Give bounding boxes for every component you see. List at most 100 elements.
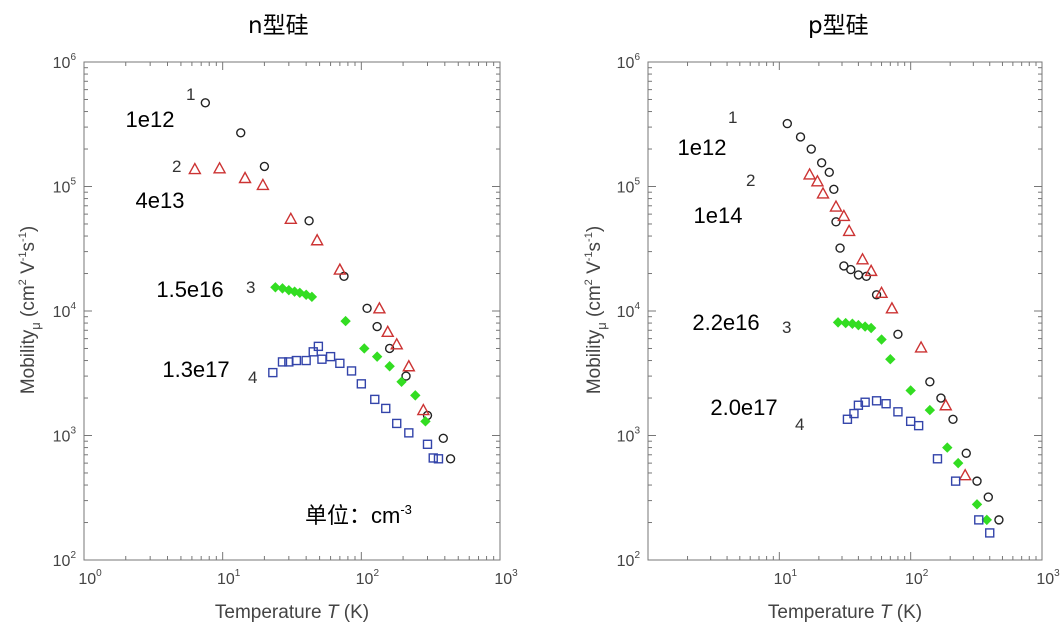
right-panel-title: p型硅 bbox=[808, 13, 869, 39]
data-point-series-2 bbox=[816, 186, 830, 199]
data-point-series-1 bbox=[816, 158, 827, 168]
data-point-series-4 bbox=[881, 399, 891, 409]
data-point-series-3 bbox=[971, 499, 983, 510]
x-tick-label: 103 bbox=[494, 568, 518, 588]
data-point-series-3 bbox=[832, 317, 844, 328]
data-point-series-4 bbox=[370, 394, 380, 405]
data-point-series-4 bbox=[277, 357, 288, 367]
x-tick-label: 101 bbox=[774, 568, 798, 588]
data-point-series-1 bbox=[236, 128, 246, 138]
concentration-label: 1e12 bbox=[126, 107, 175, 132]
data-point-series-2 bbox=[837, 209, 851, 222]
data-point-series-3 bbox=[840, 317, 851, 329]
data-point-series-4 bbox=[381, 403, 391, 414]
data-point-series-2 bbox=[284, 211, 298, 225]
data-point-series-3 bbox=[885, 354, 896, 365]
data-point-series-3 bbox=[853, 319, 864, 331]
concentration-label: 1.5e16 bbox=[156, 277, 223, 302]
data-point-series-3 bbox=[865, 322, 877, 334]
data-point-series-2 bbox=[390, 337, 404, 350]
data-point-series-1 bbox=[806, 144, 816, 154]
data-point-series-2 bbox=[188, 162, 202, 175]
curve-number-label: 2 bbox=[172, 157, 181, 176]
x-tick-label: 100 bbox=[78, 568, 102, 588]
data-point-series-1 bbox=[782, 118, 793, 129]
data-point-series-4 bbox=[932, 454, 943, 464]
data-point-series-3 bbox=[981, 514, 993, 526]
data-point-series-2 bbox=[914, 340, 928, 353]
curve-number-label: 4 bbox=[795, 415, 804, 434]
y-axis-label-text: Mobilityμ (cm2 V-1s-1) bbox=[583, 226, 609, 394]
data-point-series-3 bbox=[359, 343, 370, 354]
data-point-series-2 bbox=[238, 171, 252, 184]
data-point-series-4 bbox=[301, 355, 311, 366]
data-point-series-2 bbox=[829, 199, 843, 212]
curve-number-label: 2 bbox=[746, 171, 755, 190]
data-point-series-3 bbox=[924, 404, 936, 416]
y-tick-label: 104 bbox=[53, 301, 77, 321]
data-point-series-2 bbox=[874, 285, 889, 299]
data-point-series-1 bbox=[259, 161, 270, 172]
x-tick-label: 103 bbox=[1036, 568, 1060, 588]
concentration-label: 1e14 bbox=[694, 203, 743, 228]
data-point-series-4 bbox=[335, 358, 345, 369]
data-point-series-4 bbox=[268, 367, 278, 378]
data-point-series-3 bbox=[420, 416, 431, 427]
data-point-series-1 bbox=[831, 217, 841, 227]
data-point-series-4 bbox=[433, 454, 444, 464]
concentration-label: 2.2e16 bbox=[692, 310, 759, 335]
data-point-series-4 bbox=[313, 341, 324, 352]
data-point-series-4 bbox=[853, 400, 864, 410]
data-point-series-3 bbox=[410, 390, 421, 401]
data-point-series-4 bbox=[356, 379, 367, 389]
data-point-series-1 bbox=[853, 270, 864, 280]
x-axis-label: Temperature T (K) bbox=[768, 602, 922, 623]
data-point-series-3 bbox=[876, 334, 887, 345]
y-tick-label: 103 bbox=[617, 426, 641, 446]
curve-number-label: 1 bbox=[186, 85, 195, 104]
x-axis-label: Temperature T (K) bbox=[215, 602, 369, 623]
data-point-series-1 bbox=[401, 371, 411, 381]
data-point-series-2 bbox=[939, 398, 953, 411]
data-point-series-2 bbox=[381, 324, 395, 338]
data-point-series-1 bbox=[445, 454, 456, 464]
y-tick-label: 105 bbox=[53, 177, 77, 197]
data-point-series-4 bbox=[291, 355, 302, 366]
curve-number-label: 3 bbox=[782, 318, 791, 337]
y-tick-label: 102 bbox=[53, 550, 77, 570]
data-point-series-2 bbox=[802, 167, 817, 180]
curve-number-label: 4 bbox=[248, 368, 257, 387]
data-point-series-1 bbox=[983, 492, 993, 502]
x-tick-label: 101 bbox=[217, 568, 241, 588]
data-point-series-4 bbox=[317, 354, 327, 364]
data-point-series-4 bbox=[428, 453, 438, 463]
data-point-series-2 bbox=[885, 301, 899, 314]
data-point-series-2 bbox=[212, 161, 227, 174]
data-point-series-1 bbox=[372, 321, 382, 332]
concentration-label: 2.0e17 bbox=[710, 395, 777, 420]
data-point-series-1 bbox=[861, 271, 872, 281]
data-point-series-4 bbox=[974, 515, 984, 525]
data-point-series-1 bbox=[994, 515, 1004, 525]
data-point-series-3 bbox=[384, 361, 395, 372]
y-axis-label: Mobilityμ (cm2 V-1s-1) bbox=[17, 226, 43, 394]
data-point-series-2 bbox=[810, 174, 825, 187]
data-point-series-2 bbox=[333, 262, 347, 275]
data-point-series-1 bbox=[795, 132, 806, 142]
data-point-series-1 bbox=[936, 393, 946, 403]
data-point-series-1 bbox=[871, 290, 882, 300]
data-point-series-1 bbox=[829, 184, 839, 194]
data-point-series-3 bbox=[396, 376, 407, 388]
data-point-series-1 bbox=[362, 303, 372, 314]
data-point-series-1 bbox=[304, 216, 314, 226]
data-point-series-3 bbox=[952, 457, 964, 469]
data-point-series-4 bbox=[950, 476, 961, 486]
data-point-series-3 bbox=[942, 442, 953, 453]
data-point-series-4 bbox=[325, 351, 336, 362]
data-point-series-2 bbox=[416, 403, 431, 416]
data-point-series-2 bbox=[864, 263, 878, 277]
data-point-series-1 bbox=[948, 414, 958, 424]
curve-number-label: 3 bbox=[246, 278, 255, 297]
x-tick-label: 102 bbox=[356, 568, 380, 588]
